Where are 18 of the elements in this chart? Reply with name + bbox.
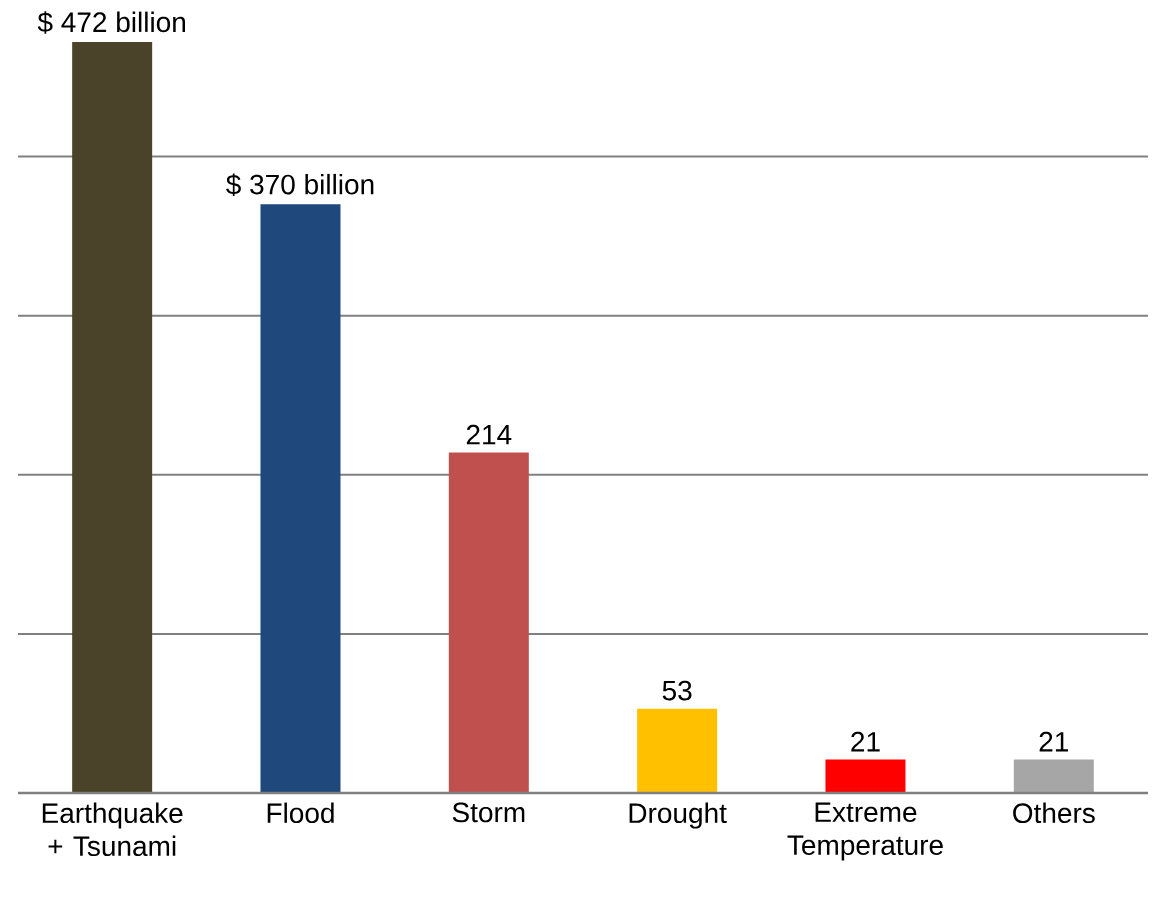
data-label: 21 <box>851 731 880 752</box>
x-tick-label: Flood <box>267 802 334 824</box>
data-label: $ 370 billion <box>226 173 374 197</box>
bar <box>72 42 153 793</box>
bar <box>637 708 718 793</box>
x-tick-label: Extreme Temperature <box>787 802 943 861</box>
bar <box>825 759 906 793</box>
data-label: 53 <box>662 680 692 701</box>
data-label: 21 <box>1039 731 1068 752</box>
data-label: $ 472 billion <box>37 11 186 34</box>
data-label: 214 <box>466 424 512 445</box>
x-tick-label: Storm <box>452 802 525 823</box>
bar <box>1013 759 1094 793</box>
bar <box>260 204 341 793</box>
x-tick-label: Others <box>1013 802 1095 824</box>
x-tick-label: Drought <box>629 802 727 829</box>
x-tick-label: Earthquake + Tsunami <box>42 802 183 857</box>
bar <box>448 452 529 793</box>
